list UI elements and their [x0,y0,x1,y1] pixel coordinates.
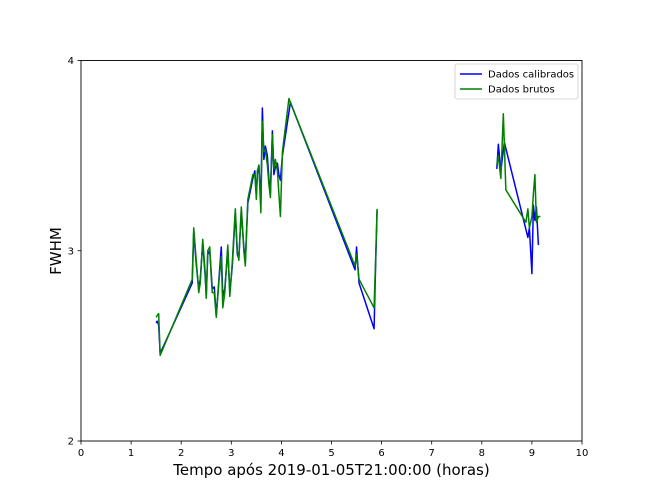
legend-box [454,63,579,100]
legend-label-calibrados: Dados calibrados [488,70,574,81]
x-tick-label: 3 [228,448,234,459]
y-tick-label: 4 [68,56,74,67]
series-line-brutos-segment-2 [496,113,541,229]
ticks-layer: 0 1 2 3 4 5 6 7 8 9 10 2 3 4 [68,56,589,459]
x-tick-label: 9 [529,448,535,459]
y-tick-label: 3 [68,246,74,257]
legend: Dados calibrados Dados brutos [454,63,579,100]
y-tick-label: 2 [68,437,74,448]
x-tick-label: 0 [78,448,84,459]
x-tick-label: 2 [178,448,184,459]
x-tick-label: 5 [328,448,334,459]
x-tick-label: 10 [576,448,589,459]
y-axis-title: FWHM [47,227,65,275]
x-axis-title: Tempo após 2019-01-05T21:00:00 (horas) [172,461,489,479]
x-tick-label: 7 [429,448,435,459]
legend-label-brutos: Dados brutos [488,85,555,96]
series-line-brutos-segment-1 [155,97,378,357]
series-layer [155,97,541,357]
x-tick-label: 6 [378,448,384,459]
x-tick-label: 8 [479,448,485,459]
x-tick-label: 1 [128,448,134,459]
x-tick-label: 4 [278,448,284,459]
